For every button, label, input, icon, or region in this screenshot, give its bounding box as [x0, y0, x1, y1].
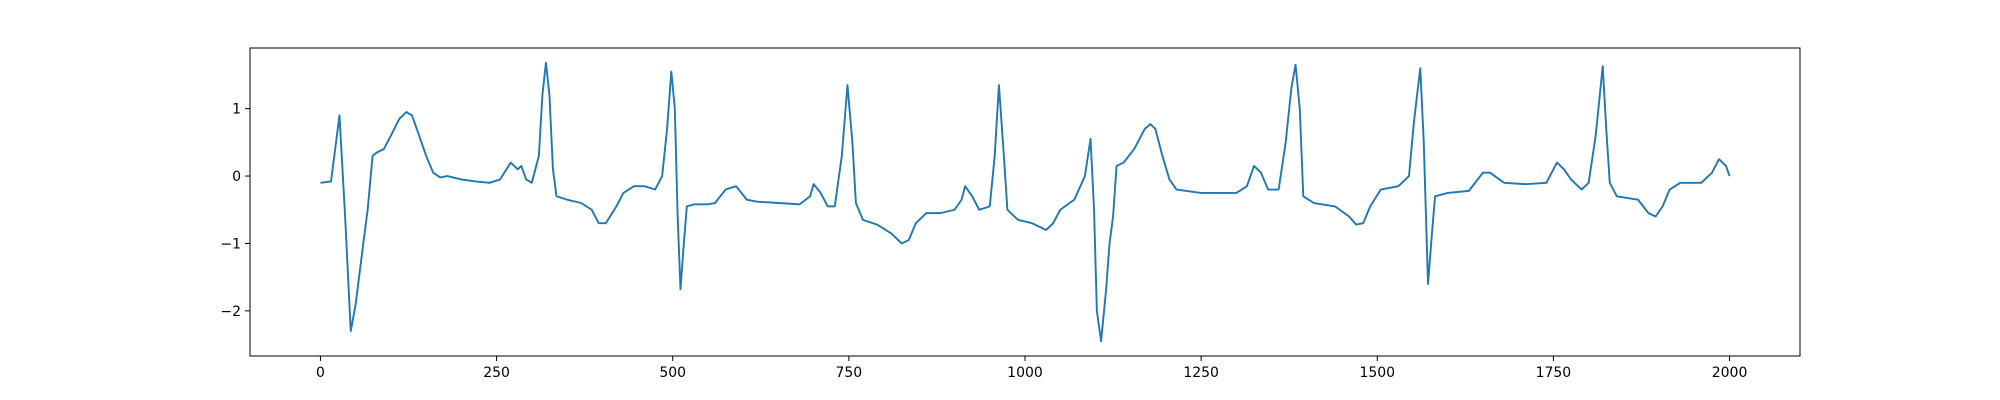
data-line — [320, 61, 1731, 343]
x-tick-label: 250 — [483, 365, 510, 381]
x-tick-label: 500 — [659, 365, 686, 381]
x-tick-label: 2000 — [1712, 365, 1748, 381]
y-tick-label: −1 — [220, 236, 241, 252]
y-tick-label: 0 — [232, 169, 241, 185]
plot-frame — [249, 47, 1801, 357]
x-tick-label: 1000 — [1007, 365, 1043, 381]
x-tick-label: 1250 — [1183, 365, 1219, 381]
x-tick-label: 1750 — [1536, 365, 1572, 381]
x-tick-label: 750 — [835, 365, 862, 381]
x-tick-label: 0 — [316, 365, 325, 381]
x-tick-label: 1500 — [1359, 365, 1395, 381]
y-tick-label: −2 — [220, 304, 241, 320]
y-tick-label: 1 — [232, 102, 241, 118]
